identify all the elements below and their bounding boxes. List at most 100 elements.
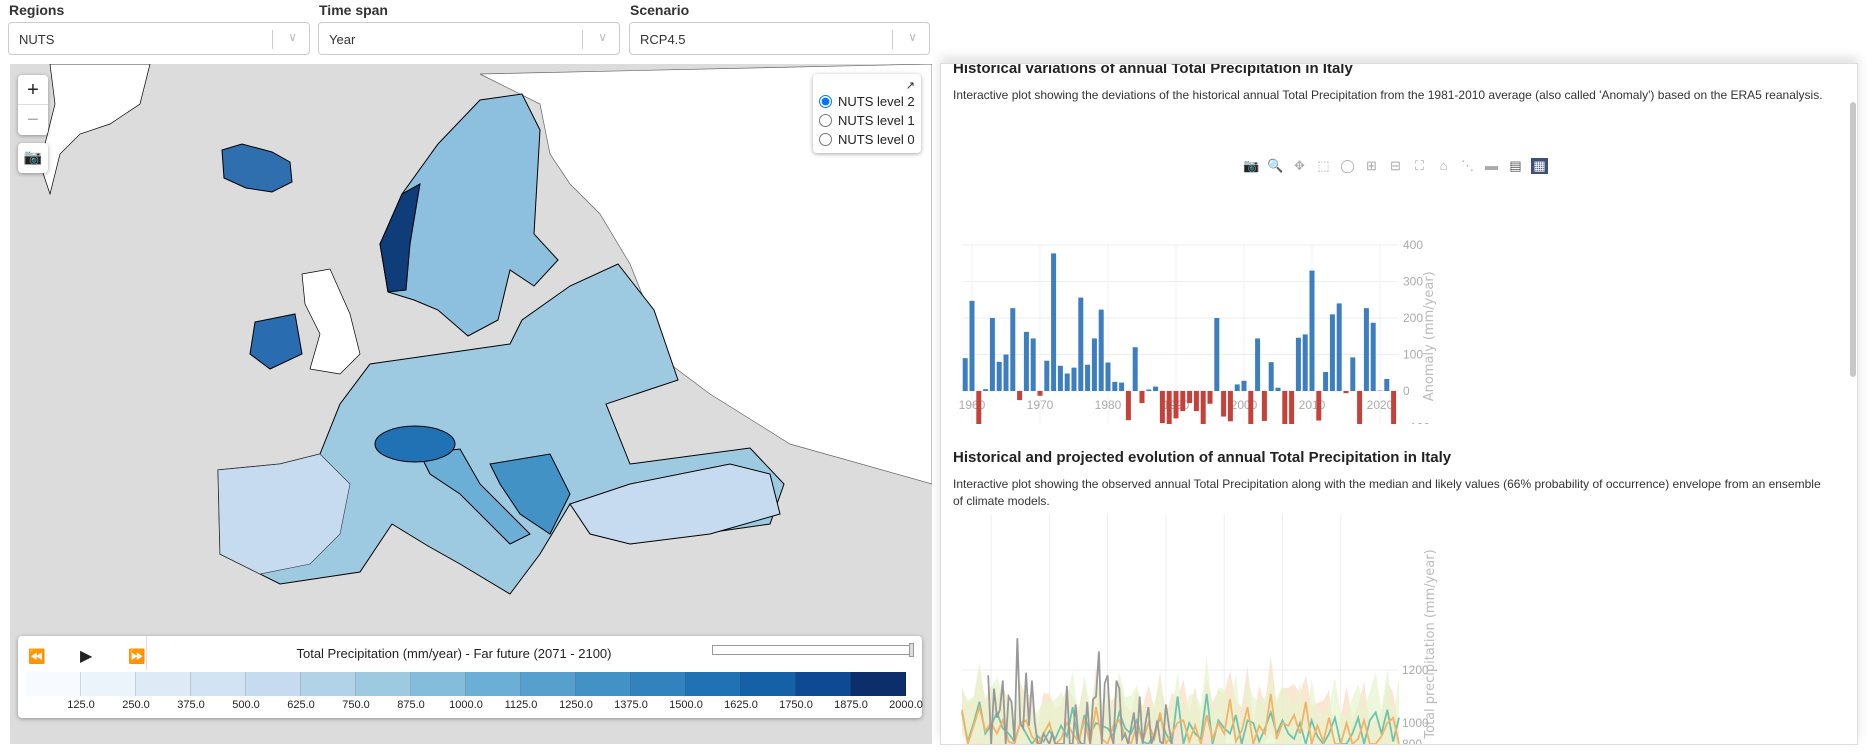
- chart1-description: Interactive plot showing the deviations …: [953, 88, 1823, 102]
- bar: [1078, 297, 1084, 391]
- color-scale-tick: 625.0: [287, 699, 315, 711]
- bar: [1064, 373, 1070, 391]
- zoom-in-button[interactable]: +: [18, 75, 48, 105]
- time-span-select[interactable]: Year ∨: [318, 22, 620, 55]
- color-scale-tick: 500.0: [232, 699, 260, 711]
- y-axis-title: Total precipitation (mm/year): [1423, 549, 1438, 739]
- bar: [1159, 391, 1165, 424]
- hover-closest-icon[interactable]: ▬: [1485, 158, 1498, 173]
- ireland-region: [249, 313, 303, 370]
- bar: [1323, 372, 1329, 391]
- color-bin: [301, 672, 356, 696]
- color-scale-tick: 1875.0: [834, 699, 868, 711]
- bar: [1180, 391, 1186, 412]
- bar: [1146, 389, 1152, 391]
- zoom-out-icon[interactable]: ⊟: [1390, 158, 1401, 173]
- color-scale-ticks: 125.0 250.0 375.0 500.0 625.0 750.0 875.0 1000.…: [26, 699, 923, 713]
- bar: [1112, 381, 1118, 391]
- x-tick-label: 2020: [1367, 398, 1394, 412]
- skip-back-button[interactable]: ⏪: [28, 648, 46, 664]
- color-scale-tick: 1625.0: [724, 699, 758, 711]
- screenshot-button[interactable]: 📷: [18, 143, 48, 173]
- choropleth-map[interactable]: + − 📷 ↗ NUTS level 2 NUTS level 1 NUTS l…: [10, 64, 932, 744]
- box-select-icon[interactable]: ⬚: [1317, 158, 1330, 173]
- bar: [976, 391, 982, 424]
- play-button[interactable]: ▶: [80, 648, 93, 665]
- y-tick-label: 1200: [1402, 663, 1429, 677]
- norway-coast-region: [379, 183, 421, 293]
- collapse-icon[interactable]: ↗: [905, 79, 915, 92]
- chevron-down-icon: ∨: [598, 30, 607, 44]
- zoom-icon[interactable]: 🔍: [1267, 158, 1284, 173]
- zoom-in-icon[interactable]: ⊞: [1366, 158, 1377, 173]
- bar: [983, 389, 989, 391]
- legend-title: Total Precipitation (mm/year) - Far futu…: [296, 646, 612, 661]
- time-slider[interactable]: [712, 643, 914, 657]
- plot-toolbar: 📷 🔍 ✥ ⬚ ◯ ⊞ ⊟ ⛶ ⌂ ⋱ ▬ ▤ ▦: [1243, 158, 1548, 174]
- zoom-control: + −: [18, 75, 48, 135]
- color-bin: [411, 672, 466, 696]
- anomaly-bar-chart[interactable]: 4003002001000−10019601970198019902000201…: [941, 144, 1858, 424]
- skip-forward-button[interactable]: ⏩: [128, 648, 146, 664]
- bar: [1010, 308, 1016, 391]
- color-bin: [356, 672, 411, 696]
- regions-select[interactable]: NUTS ∨: [8, 22, 310, 55]
- autoscale-icon[interactable]: ⛶: [1414, 158, 1425, 173]
- color-bin: [246, 672, 301, 696]
- nuts-level-2-option[interactable]: NUTS level 2: [819, 92, 915, 111]
- color-scale-tick: 1750.0: [779, 699, 813, 711]
- bar: [1139, 391, 1145, 404]
- nuts-level-0-option[interactable]: NUTS level 0: [819, 130, 915, 149]
- scenario-label: Scenario: [630, 2, 690, 18]
- color-scale: [26, 672, 906, 696]
- lasso-icon[interactable]: ◯: [1340, 158, 1355, 173]
- spike-lines-icon[interactable]: ⋱: [1461, 158, 1474, 173]
- color-scale-tick: 2000.0: [889, 699, 923, 711]
- bar: [1214, 318, 1220, 391]
- panel-scrollbar[interactable]: [1850, 102, 1856, 377]
- map-canvas[interactable]: [10, 64, 932, 744]
- bar: [1329, 314, 1335, 391]
- color-scale-tick: 250.0: [122, 699, 150, 711]
- bar: [1336, 303, 1342, 391]
- map-legend: ⏪ ▶ ⏩ Total Precipitation (mm/year) - Fa…: [18, 636, 923, 718]
- bar: [1071, 367, 1077, 391]
- pan-icon[interactable]: ✥: [1294, 158, 1305, 173]
- scenario-select[interactable]: RCP4.5 ∨: [629, 22, 930, 55]
- regions-label: Regions: [9, 2, 65, 18]
- home-icon[interactable]: ⌂: [1439, 158, 1448, 173]
- color-bin: [136, 672, 191, 696]
- color-scale-tick: 1375.0: [614, 699, 648, 711]
- nuts-level-1-option[interactable]: NUTS level 1: [819, 111, 915, 130]
- nuts-level-2-radio[interactable]: [819, 95, 832, 108]
- bar: [1248, 391, 1254, 424]
- time-slider-handle[interactable]: [909, 643, 914, 657]
- series-line: [987, 638, 1173, 744]
- nuts-level-0-radio[interactable]: [819, 133, 832, 146]
- bar: [1153, 386, 1159, 391]
- bar: [1057, 365, 1063, 391]
- y-tick-label: 800: [1402, 737, 1422, 744]
- color-scale-tick: 375.0: [177, 699, 205, 711]
- color-bin: [81, 672, 136, 696]
- bar: [1289, 391, 1295, 424]
- bar: [1119, 382, 1125, 391]
- hover-compare-icon[interactable]: ▤: [1509, 158, 1522, 173]
- zoom-out-button[interactable]: −: [27, 109, 39, 131]
- color-bin: [851, 672, 906, 696]
- regions-value: NUTS: [19, 32, 55, 47]
- bar: [962, 358, 968, 391]
- color-bin: [521, 672, 576, 696]
- nuts-level-1-radio[interactable]: [819, 114, 832, 127]
- camera-icon[interactable]: 📷: [1243, 158, 1260, 173]
- bar: [996, 361, 1002, 391]
- bar: [1227, 391, 1233, 422]
- uk-land: [301, 268, 361, 375]
- x-tick-label: 1980: [1095, 398, 1122, 412]
- bar: [1193, 391, 1199, 412]
- balkan-regions: [489, 453, 571, 535]
- plotly-logo-icon[interactable]: ▦: [1531, 158, 1548, 174]
- x-tick-label: 1960: [959, 398, 986, 412]
- bar: [1003, 354, 1009, 391]
